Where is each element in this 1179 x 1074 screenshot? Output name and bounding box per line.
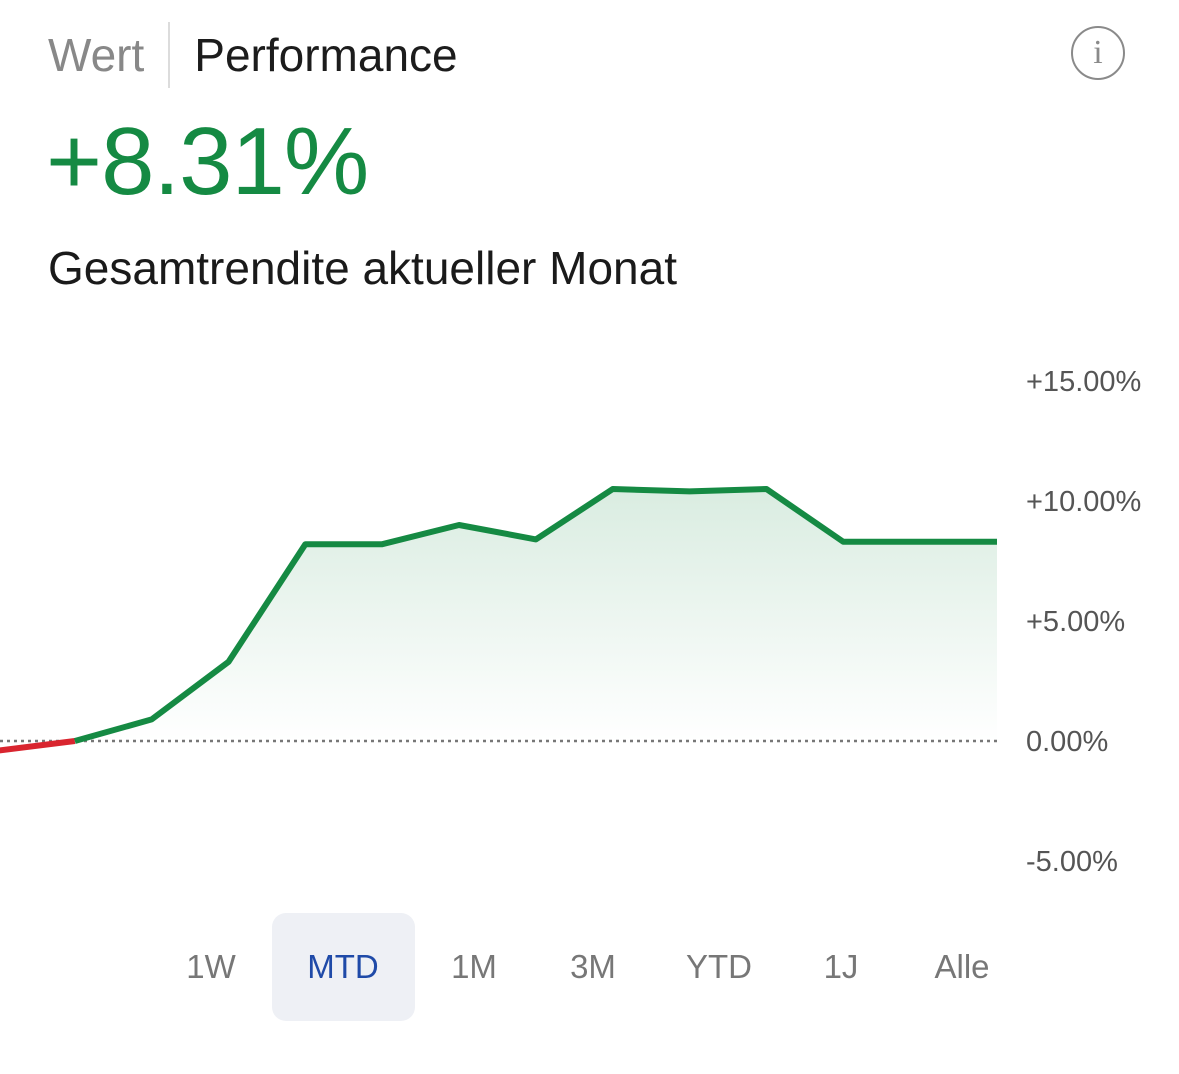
view-toggle: Wert Performance — [48, 22, 458, 88]
tab-wert[interactable]: Wert — [48, 22, 144, 88]
y-tick-label: +15.00% — [1026, 366, 1141, 398]
series-line-negative — [0, 741, 75, 751]
range-ytd[interactable]: YTD — [659, 913, 779, 1021]
range-1j[interactable]: 1J — [791, 913, 891, 1021]
performance-value: +8.31% — [46, 112, 368, 212]
range-3m[interactable]: 3M — [538, 913, 648, 1021]
y-tick-label: -5.00% — [1026, 846, 1118, 878]
info-icon-glyph: i — [1093, 36, 1102, 70]
y-tick-label: 0.00% — [1026, 726, 1108, 758]
tab-divider — [168, 22, 170, 88]
tab-performance[interactable]: Performance — [194, 22, 457, 88]
range-1w[interactable]: 1W — [156, 913, 266, 1021]
y-tick-label: +10.00% — [1026, 486, 1141, 518]
info-icon[interactable]: i — [1071, 26, 1125, 80]
range-1m[interactable]: 1M — [419, 913, 529, 1021]
range-alle[interactable]: Alle — [902, 913, 1022, 1021]
performance-chart: +15.00% +10.00% +5.00% 0.00% -5.00% — [0, 350, 1179, 890]
performance-caption: Gesamtrendite aktueller Monat — [48, 240, 677, 296]
range-mtd[interactable]: MTD — [272, 913, 415, 1021]
chart-area-fill — [75, 489, 997, 741]
y-tick-label: +5.00% — [1026, 606, 1125, 638]
time-range-selector: 1W MTD 1M 3M YTD 1J Alle — [0, 913, 1179, 1021]
